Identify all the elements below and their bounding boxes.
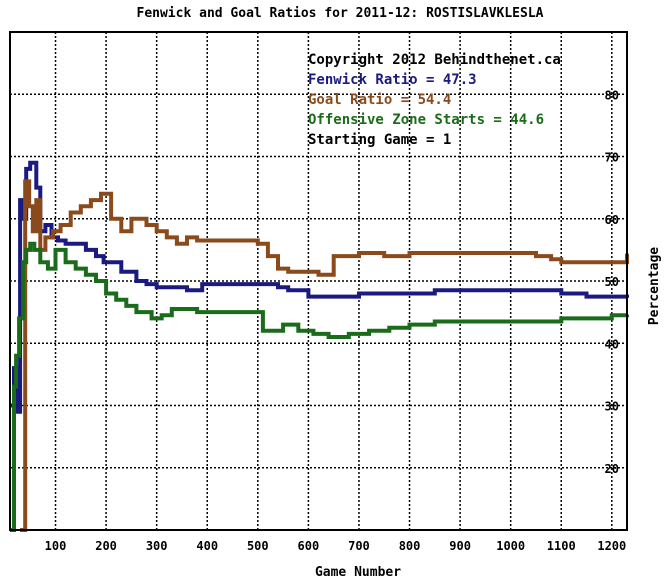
x-tick-label: 1000 [496,539,525,553]
series-layer [10,160,629,532]
annotation-line: Offensive Zone Starts = 44.6 [308,112,544,128]
annotation-line: Copyright 2012 Behindthenet.ca [308,52,561,68]
tick-labels: 100 200 300 400 500 600 700 800 900 1000 1100 1200 2… [45,88,627,553]
series-line-0 [10,160,629,414]
x-tick-label: 900 [449,539,471,553]
y-tick-label: 40 [605,337,619,351]
y-tick-label: 20 [605,462,619,476]
x-tick-label: 100 [45,539,67,553]
x-tick-label: 700 [348,539,370,553]
x-tick-label: 1200 [597,539,626,553]
y-tick-label: 60 [605,213,619,227]
y-axis-label: Percentage [647,247,662,325]
annotation-line: Goal Ratio = 54.4 [308,92,451,108]
x-tick-label: 1100 [547,539,576,553]
series-line-1 [20,179,629,532]
x-tick-label: 500 [247,539,269,553]
y-tick-label: 50 [605,275,619,289]
grid [10,32,627,530]
series-line-2 [10,241,629,532]
annotation-line: Starting Game = 1 [308,132,451,148]
y-tick-label: 80 [605,88,619,102]
y-tick-label: 30 [605,400,619,414]
x-tick-label: 800 [399,539,421,553]
x-tick-label: 300 [146,539,168,553]
x-tick-label: 600 [298,539,320,553]
chart-title: Fenwick and Goal Ratios for 2011-12: ROS… [137,6,544,21]
x-axis-label: Game Number [315,565,401,580]
x-tick-label: 200 [95,539,117,553]
annotation-line: Fenwick Ratio = 47.3 [308,72,477,88]
annotations: Copyright 2012 Behindthenet.ca Fenwick Ra… [308,52,561,148]
y-tick-label: 70 [605,151,619,165]
x-tick-label: 400 [196,539,218,553]
plot-border [9,31,628,531]
